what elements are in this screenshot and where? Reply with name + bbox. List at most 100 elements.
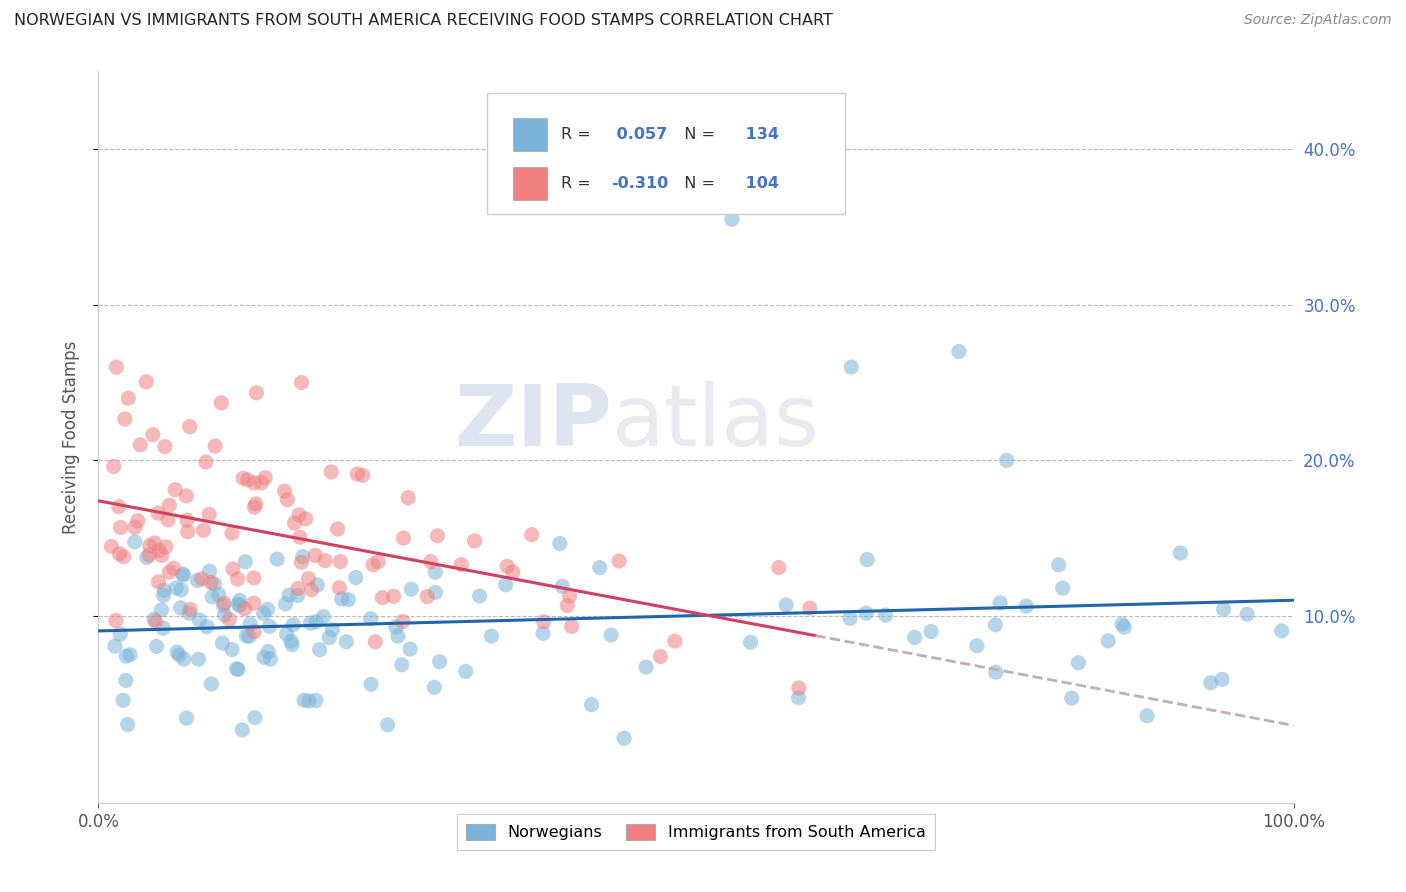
Point [326, 522, 349, 536]
Point [740, 635, 762, 649]
Point [1271, 624, 1294, 638]
Point [204, 577, 226, 591]
Point [170, 582, 193, 597]
Point [425, 585, 447, 599]
Point [399, 642, 422, 657]
Text: R =: R = [561, 176, 596, 191]
Point [904, 631, 927, 645]
Point [1114, 620, 1136, 634]
Point [294, 512, 316, 526]
Point [775, 598, 797, 612]
Point [361, 558, 384, 572]
Point [148, 543, 170, 558]
Point [288, 530, 311, 544]
Point [984, 665, 1007, 680]
Point [856, 552, 879, 566]
Point [385, 620, 408, 634]
Point [152, 589, 174, 603]
Point [966, 639, 988, 653]
Point [187, 652, 209, 666]
Point [502, 565, 524, 579]
Point [143, 536, 166, 550]
Point [321, 465, 343, 479]
Point [120, 648, 142, 662]
Point [416, 590, 439, 604]
Point [166, 645, 188, 659]
Point [114, 412, 136, 426]
Point [1067, 656, 1090, 670]
Point [225, 662, 247, 676]
Point [145, 640, 167, 654]
Point [304, 549, 326, 563]
Point [157, 498, 180, 512]
Point [142, 427, 165, 442]
Point [242, 596, 264, 610]
Point [450, 558, 472, 572]
Point [531, 626, 554, 640]
Point [163, 561, 186, 575]
Point [1111, 617, 1133, 632]
Point [135, 550, 157, 565]
Point [245, 497, 267, 511]
Text: R =: R = [561, 127, 596, 142]
Point [228, 593, 250, 607]
Point [256, 602, 278, 616]
Point [200, 575, 222, 590]
Point [221, 526, 243, 541]
Point [589, 560, 612, 574]
Y-axis label: Receiving Food Stamps: Receiving Food Stamps [62, 341, 80, 533]
Point [221, 642, 243, 657]
Point [266, 552, 288, 566]
Point [274, 597, 297, 611]
Point [218, 613, 240, 627]
Text: 0.057: 0.057 [612, 127, 668, 142]
Point [179, 606, 201, 620]
Point [855, 606, 877, 620]
Point [1015, 599, 1038, 613]
Point [307, 578, 329, 592]
Point [768, 560, 790, 574]
Point [105, 359, 128, 374]
Point [839, 611, 862, 625]
Point [198, 508, 221, 522]
Point [165, 581, 187, 595]
Point [233, 601, 256, 615]
Point [153, 440, 176, 454]
Point [396, 491, 419, 505]
Point [426, 529, 449, 543]
Point [253, 607, 276, 621]
Point [875, 608, 897, 623]
Point [108, 627, 131, 641]
Point [299, 582, 322, 597]
Point [429, 655, 451, 669]
Point [382, 589, 405, 603]
Point [423, 681, 446, 695]
Point [364, 635, 387, 649]
Point [288, 508, 311, 522]
Point [1097, 633, 1119, 648]
Point [463, 533, 485, 548]
Point [146, 506, 169, 520]
Point [607, 554, 630, 568]
Point [214, 607, 236, 622]
Point [233, 555, 256, 569]
Point [298, 694, 321, 708]
Point [157, 513, 180, 527]
Point [1211, 673, 1233, 687]
Point [391, 657, 413, 672]
Point [194, 455, 217, 469]
Point [110, 520, 132, 534]
Point [548, 536, 571, 550]
Point [561, 619, 583, 633]
Text: -0.310: -0.310 [612, 176, 668, 191]
Point [299, 616, 322, 631]
Point [188, 613, 211, 627]
Point [330, 591, 353, 606]
Point [250, 475, 273, 490]
Point [208, 588, 231, 602]
Point [344, 570, 367, 584]
Point [239, 616, 262, 631]
Point [988, 596, 1011, 610]
Point [308, 642, 330, 657]
Point [243, 710, 266, 724]
